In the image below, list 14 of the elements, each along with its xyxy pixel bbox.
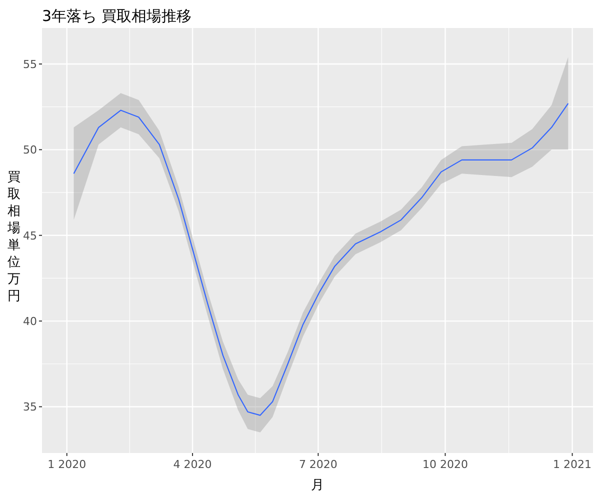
- y-tick-label: 35: [23, 400, 37, 414]
- chart-title: 3年落ち 買取相場推移: [42, 7, 192, 25]
- y-tick-label: 55: [23, 58, 37, 71]
- y-tick-label: 50: [23, 144, 37, 157]
- x-tick-label: 1 2021: [553, 458, 592, 471]
- x-tick-label: 7 2020: [298, 458, 338, 471]
- y-axis-title: 買取相場単位万円: [6, 170, 20, 304]
- line-series: [73, 102, 569, 416]
- y-tick-label: 45: [23, 229, 37, 242]
- y-tick-label: 40: [23, 315, 37, 328]
- x-tick-label: 4 2020: [173, 458, 212, 471]
- x-axis-title: 月: [311, 478, 324, 493]
- x-tick-label: 10 2020: [422, 458, 468, 471]
- x-tick-label: 1 2020: [48, 458, 86, 471]
